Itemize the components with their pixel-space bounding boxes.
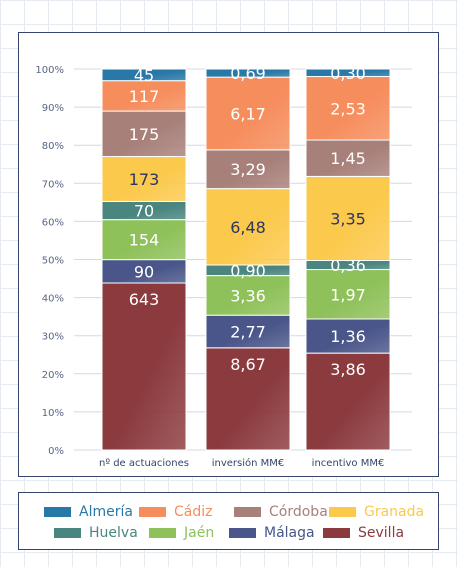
data-label: 6,17 bbox=[230, 104, 266, 123]
legend-swatch bbox=[329, 507, 356, 517]
bar-segment-sevilla bbox=[205, 347, 291, 451]
legend-label: Córdoba bbox=[269, 504, 328, 520]
legend-item-cordoba: Córdoba bbox=[234, 504, 328, 520]
bar-segment-malaga bbox=[305, 318, 391, 354]
bar-segment-almeria bbox=[101, 68, 187, 82]
bar-segment-malaga bbox=[205, 314, 291, 349]
data-label: 3,29 bbox=[230, 160, 266, 179]
y-tick-label: 0% bbox=[48, 446, 64, 457]
data-label: 6,48 bbox=[230, 218, 266, 237]
legend-item-huelva: Huelva bbox=[54, 525, 138, 541]
bar-segment-cordoba bbox=[205, 149, 291, 190]
x-category-label: inversión MM€ bbox=[212, 457, 285, 469]
legend-label: Almería bbox=[79, 504, 133, 520]
data-label: 45 bbox=[134, 66, 154, 85]
bar-segment-jaen bbox=[205, 275, 291, 316]
y-tick-label: 40% bbox=[42, 294, 64, 305]
y-tick-label: 20% bbox=[42, 370, 64, 381]
y-tick-label: 90% bbox=[42, 103, 64, 114]
y-tick-label: 50% bbox=[42, 256, 64, 267]
bar-segment-sevilla bbox=[305, 352, 391, 451]
legend-label: Cádiz bbox=[174, 504, 213, 520]
legend-swatch bbox=[229, 528, 256, 538]
legend-label: Granada bbox=[364, 504, 425, 520]
legend-label: Málaga bbox=[264, 525, 315, 541]
legend-swatch bbox=[139, 507, 166, 517]
y-tick-label: 70% bbox=[42, 179, 64, 190]
bar-segment-cadiz bbox=[205, 76, 291, 151]
y-tick-label: 10% bbox=[42, 408, 64, 419]
legend-label: Sevilla bbox=[358, 525, 405, 541]
data-label: 1,45 bbox=[330, 149, 366, 168]
legend-swatch bbox=[44, 507, 71, 517]
bar-segment-cordoba bbox=[101, 110, 187, 158]
data-label: 90 bbox=[134, 262, 154, 281]
bar-segment-jaen bbox=[101, 219, 187, 261]
bar-segment-cadiz bbox=[101, 80, 187, 112]
legend-label: Jaén bbox=[184, 525, 215, 541]
data-label: 1,36 bbox=[330, 327, 366, 346]
legend-item-sevilla: Sevilla bbox=[323, 525, 404, 541]
data-label: 2,77 bbox=[230, 323, 266, 342]
y-tick-label: 100% bbox=[35, 65, 64, 76]
data-label: 3,86 bbox=[330, 360, 366, 379]
data-label: 0,30 bbox=[330, 64, 366, 83]
data-label: 0,90 bbox=[230, 261, 266, 280]
legend-label: Huelva bbox=[89, 525, 138, 541]
legend-swatch bbox=[54, 528, 81, 538]
legend-swatch bbox=[234, 507, 261, 517]
legend-swatch bbox=[323, 528, 350, 538]
bar-segment-almeria bbox=[205, 68, 291, 78]
data-label: 70 bbox=[134, 202, 154, 221]
legend-swatch bbox=[149, 528, 176, 538]
data-label: 117 bbox=[129, 87, 160, 106]
bar-segment-almeria bbox=[305, 68, 391, 78]
data-label: 3,36 bbox=[230, 286, 266, 305]
bar-segment-granada bbox=[101, 156, 187, 202]
y-tick-label: 60% bbox=[42, 217, 64, 228]
legend: Almería Cádiz Córdoba Granada Huelva Jaén Mála… bbox=[18, 492, 439, 550]
bar-segment-sevilla bbox=[101, 282, 187, 451]
legend-item-malaga: Málaga bbox=[229, 525, 315, 541]
data-label: 154 bbox=[129, 231, 160, 250]
bar-segment-granada bbox=[305, 175, 391, 262]
x-category-label: nº de actuaciones bbox=[99, 458, 189, 469]
data-label: 2,53 bbox=[330, 99, 366, 118]
stacked-bar-chart: 0% 10% 20% 30% 40% 50% 60% 70% 80% 90% 100% 643 90 15… bbox=[35, 64, 412, 469]
legend-item-granada: Granada bbox=[329, 504, 424, 520]
legend-item-jaen: Jaén bbox=[149, 525, 214, 541]
data-label: 175 bbox=[129, 125, 160, 144]
y-tick-label: 80% bbox=[42, 141, 64, 152]
bar-segment-cordoba bbox=[305, 139, 391, 177]
bar-segment-granada bbox=[205, 188, 291, 266]
x-category-label: incentivo MM€ bbox=[312, 458, 385, 469]
legend-item-almeria: Almería bbox=[44, 504, 133, 520]
data-label: 1,97 bbox=[330, 285, 366, 304]
data-label: 173 bbox=[129, 170, 160, 189]
data-label: 3,35 bbox=[330, 209, 366, 228]
data-label: 643 bbox=[129, 290, 160, 309]
data-label: 0,69 bbox=[230, 64, 266, 83]
y-tick-label: 30% bbox=[42, 332, 64, 343]
data-label: 8,67 bbox=[230, 355, 266, 374]
legend-item-cadiz: Cádiz bbox=[139, 504, 212, 520]
bar-segment-jaen bbox=[305, 269, 391, 320]
